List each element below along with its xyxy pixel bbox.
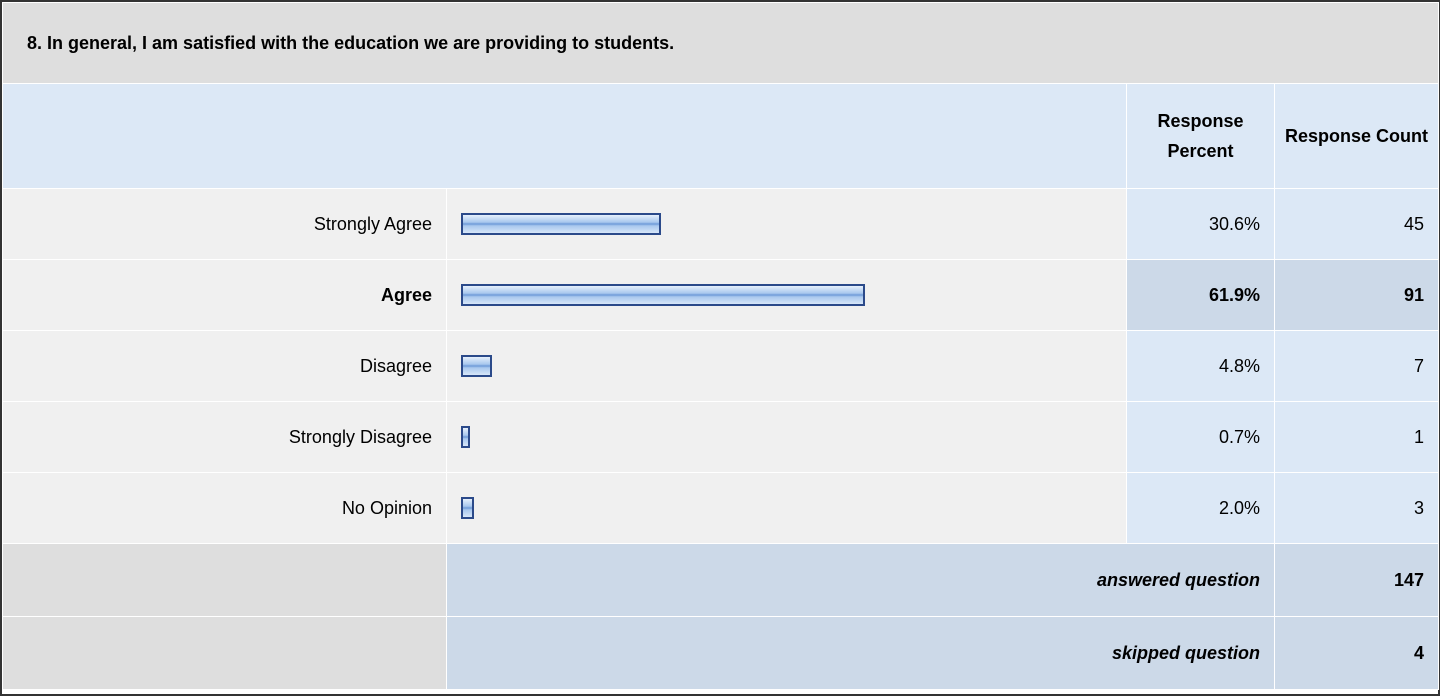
summary-label: answered question: [446, 543, 1275, 617]
answer-label: Strongly Disagree: [2, 401, 447, 473]
bar: [461, 497, 475, 519]
bar-cell: [446, 330, 1127, 402]
response-percent: 0.7%: [1126, 401, 1275, 473]
response-count: 91: [1274, 259, 1439, 331]
bar-cell: [446, 188, 1127, 260]
bar-cell: [446, 401, 1127, 473]
response-count: 7: [1274, 330, 1439, 402]
bar-track: [461, 355, 1114, 377]
summary-label: skipped question: [446, 616, 1275, 690]
answer-row: No Opinion 2.0% 3: [2, 472, 1439, 544]
summary-count: 4: [1274, 616, 1439, 690]
response-percent: 30.6%: [1126, 188, 1275, 260]
summary-row: answered question 147: [2, 543, 1439, 617]
answer-row: Strongly Agree 30.6% 45: [2, 188, 1439, 260]
header-count: Response Count: [1274, 83, 1439, 189]
bar-cell: [446, 472, 1127, 544]
header-percent: Response Percent: [1126, 83, 1275, 189]
header-blank: [2, 83, 1127, 189]
answer-row: Agree 61.9% 91: [2, 259, 1439, 331]
response-percent: 2.0%: [1126, 472, 1275, 544]
response-percent: 4.8%: [1126, 330, 1275, 402]
question-title: 8. In general, I am satisfied with the e…: [2, 2, 1439, 84]
response-count: 1: [1274, 401, 1439, 473]
summary-blank: [2, 543, 447, 617]
response-percent: 61.9%: [1126, 259, 1275, 331]
bar: [461, 355, 493, 377]
response-count: 3: [1274, 472, 1439, 544]
answer-row: Disagree 4.8% 7: [2, 330, 1439, 402]
response-count: 45: [1274, 188, 1439, 260]
bar-track: [461, 284, 1114, 306]
bar: [461, 284, 866, 306]
bar: [461, 213, 661, 235]
summary-row: skipped question 4: [2, 616, 1439, 690]
bar-track: [461, 426, 1114, 448]
summary-count: 147: [1274, 543, 1439, 617]
answer-label: Strongly Agree: [2, 188, 447, 260]
answer-label: Agree: [2, 259, 447, 331]
bar: [461, 426, 471, 448]
bar-track: [461, 213, 1114, 235]
answer-row: Strongly Disagree 0.7% 1: [2, 401, 1439, 473]
summary-blank: [2, 616, 447, 690]
bar-cell: [446, 259, 1127, 331]
bar-track: [461, 497, 1114, 519]
answer-label: No Opinion: [2, 472, 447, 544]
answer-label: Disagree: [2, 330, 447, 402]
